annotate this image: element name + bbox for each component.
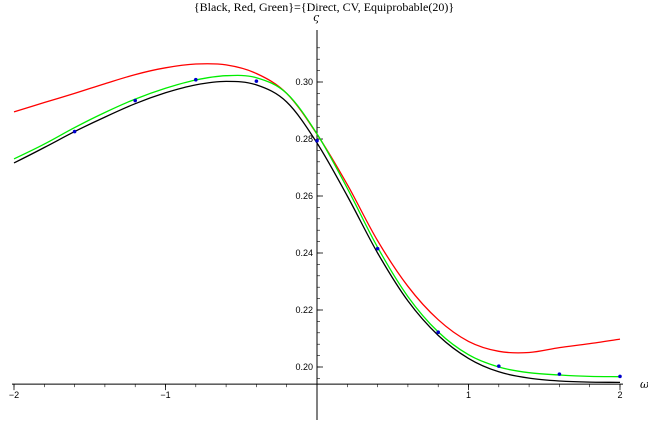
- y-axis-label: ς: [313, 11, 320, 24]
- data-point: [436, 330, 440, 334]
- data-point: [618, 375, 622, 379]
- data-point: [133, 99, 137, 103]
- data-point: [73, 130, 77, 134]
- y-tick-label: 0.22: [295, 305, 313, 315]
- data-point: [315, 139, 319, 143]
- x-tick-label: 2: [617, 390, 622, 400]
- data-point: [497, 364, 501, 368]
- x-tick-label: −1: [160, 390, 170, 400]
- x-tick-label: 1: [466, 390, 471, 400]
- y-tick-label: 0.28: [295, 134, 313, 144]
- data-point: [194, 78, 198, 82]
- data-point: [558, 372, 562, 376]
- data-point: [376, 247, 380, 251]
- axes: −2 −1 1 2 0.20 0.22 0.24 0.26 0.28 0.30: [9, 30, 623, 420]
- x-tick-label: −2: [9, 390, 19, 400]
- x-axis-label: ω: [640, 378, 648, 391]
- marker-layer: [73, 78, 622, 378]
- data-point: [255, 79, 259, 83]
- y-tick-label: 0.30: [295, 77, 313, 87]
- y-tick-label: 0.20: [295, 362, 313, 372]
- y-tick-label: 0.24: [295, 248, 313, 258]
- y-tick-label: 0.26: [295, 191, 313, 201]
